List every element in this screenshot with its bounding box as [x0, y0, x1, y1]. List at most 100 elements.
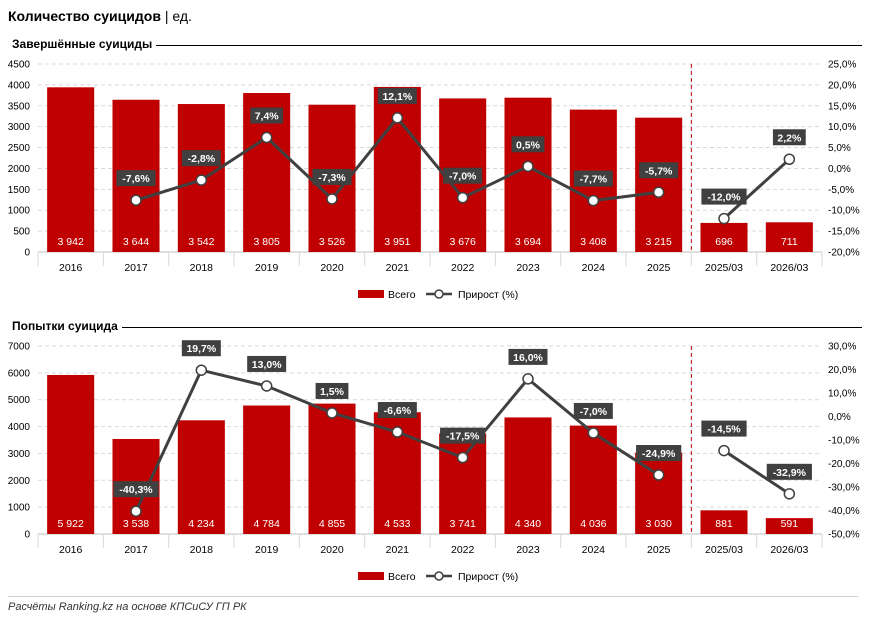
x-tick-label: 2023: [516, 544, 540, 556]
bar-value-label: 4 340: [515, 518, 541, 530]
page-title-text: Количество суицидов: [8, 8, 161, 24]
bar-value-label: 4 036: [580, 518, 606, 530]
growth-label: -6,6%: [384, 405, 412, 417]
growth-marker-2020: [326, 193, 338, 205]
growth-label-box: [116, 170, 156, 187]
y2-tick-label: -40,0%: [828, 506, 860, 517]
x-tick-label: 2025: [647, 262, 671, 274]
chart-suicide-attempts: 0 1000 2000 3000 4000 5000 6000 7000 -50,0% -40,0…: [8, 340, 860, 583]
growth-label: 12,1%: [382, 91, 412, 103]
growth-label: -7,3%: [318, 172, 346, 184]
growth-marker-2022: [456, 191, 469, 204]
growth-marker-2020: [326, 407, 338, 419]
y2-tick-label: 25,0%: [828, 60, 856, 71]
y2-tick-label: 0,0%: [828, 164, 851, 175]
growth-label: -5,7%: [645, 165, 673, 177]
x-tick-label: 2023: [516, 262, 540, 274]
growth-label: -7,0%: [580, 406, 608, 418]
y-tick-label: 3000: [8, 449, 31, 460]
growth-marker-2019: [260, 131, 273, 144]
growth-label: -40,3%: [119, 484, 153, 496]
bar-value-label: 3 951: [384, 236, 410, 248]
legend-bar-swatch: [358, 572, 384, 580]
growth-line: [722, 158, 791, 220]
bar-2018: [177, 420, 225, 534]
growth-marker-2018: [195, 174, 208, 186]
growth-label: -2,8%: [188, 153, 216, 165]
y-tick-label: 1500: [8, 185, 31, 196]
x-tick-label: 2016: [59, 544, 83, 556]
page-title: Количество суицидов | ед.: [8, 8, 192, 24]
y-tick-label: 4000: [8, 422, 31, 433]
y2-tick-label: 10,0%: [828, 122, 856, 133]
y2-tick-label: -20,0%: [828, 459, 860, 470]
legend-line-marker: [434, 289, 444, 299]
bar-value-label: 4 234: [188, 518, 214, 530]
growth-label-box: [181, 150, 221, 167]
growth-label-box: [766, 463, 812, 480]
chart2-title: Попытки суицида: [12, 319, 122, 333]
x-tick-label: 2021: [386, 262, 410, 274]
y-tick-label: 4000: [8, 80, 31, 91]
footer-rule: [8, 596, 858, 597]
growth-label-box: [312, 168, 352, 185]
bar-value-label: 3 805: [254, 236, 280, 248]
chart2-title-rule: [120, 327, 862, 328]
growth-label: -17,5%: [446, 431, 480, 443]
growth-label: 1,5%: [320, 386, 345, 398]
growth-label-box: [443, 167, 483, 184]
growth-label-box: [701, 420, 747, 437]
y-tick-label: 5000: [8, 395, 31, 406]
growth-label: -14,5%: [707, 424, 741, 436]
y2-tick-label: 20,0%: [828, 365, 856, 376]
x-tick-label: 2018: [190, 544, 214, 556]
x-tick-label: 2018: [190, 262, 214, 274]
growth-label: 13,0%: [252, 359, 282, 371]
bar-2025/03: [700, 222, 748, 252]
bar-value-label: 3 030: [646, 518, 672, 530]
x-tick-label: 2025/03: [705, 544, 743, 556]
x-tick-label: 2022: [451, 544, 475, 556]
y-tick-label: 2000: [8, 164, 31, 175]
bar-value-label: 881: [715, 518, 733, 530]
y-tick-label: 500: [13, 227, 30, 238]
bar-value-label: 711: [781, 236, 798, 248]
x-tick-label: 2024: [582, 262, 606, 274]
x-tick-label: 2017: [124, 262, 148, 274]
bar-value-label: 3 542: [188, 236, 214, 248]
growth-label-box: [573, 170, 613, 187]
bar-value-label: 3 741: [450, 518, 476, 530]
bar-value-label: 3 526: [319, 236, 345, 248]
growth-marker-2025/03: [718, 444, 730, 457]
x-tick-label: 2017: [124, 544, 148, 556]
x-tick-label: 2026/03: [770, 544, 808, 556]
growth-label-box: [772, 129, 806, 146]
y2-tick-label: -15,0%: [828, 227, 860, 238]
y2-tick-label: 15,0%: [828, 101, 856, 112]
y2-tick-label: -50,0%: [828, 530, 860, 541]
bar-2020: [308, 403, 356, 534]
bar-2026/03: [765, 518, 813, 534]
growth-label: -12,0%: [707, 192, 741, 204]
x-tick-label: 2016: [59, 262, 83, 274]
x-tick-label: 2019: [255, 262, 279, 274]
growth-label-box: [377, 87, 417, 104]
x-tick-label: 2019: [255, 544, 279, 556]
x-tick-label: 2021: [386, 544, 410, 556]
bar-value-label: 4 784: [254, 518, 280, 530]
bar-value-label: 4 855: [319, 518, 345, 530]
growth-label-box: [315, 382, 349, 399]
bar-2026/03: [765, 222, 813, 252]
growth-marker-2017: [130, 194, 142, 206]
bar-2025: [635, 117, 683, 252]
y-tick-label: 4500: [8, 60, 31, 71]
growth-marker-2021: [391, 112, 404, 124]
bar-2016: [47, 374, 95, 534]
legend-line-marker: [434, 571, 444, 581]
bar-value-label: 3 408: [580, 236, 606, 248]
y2-tick-label: 10,0%: [828, 389, 856, 400]
x-tick-label: 2026/03: [770, 262, 808, 274]
y-tick-label: 1000: [8, 206, 31, 217]
growth-label: -7,0%: [449, 171, 477, 183]
growth-marker-2024: [587, 194, 600, 207]
